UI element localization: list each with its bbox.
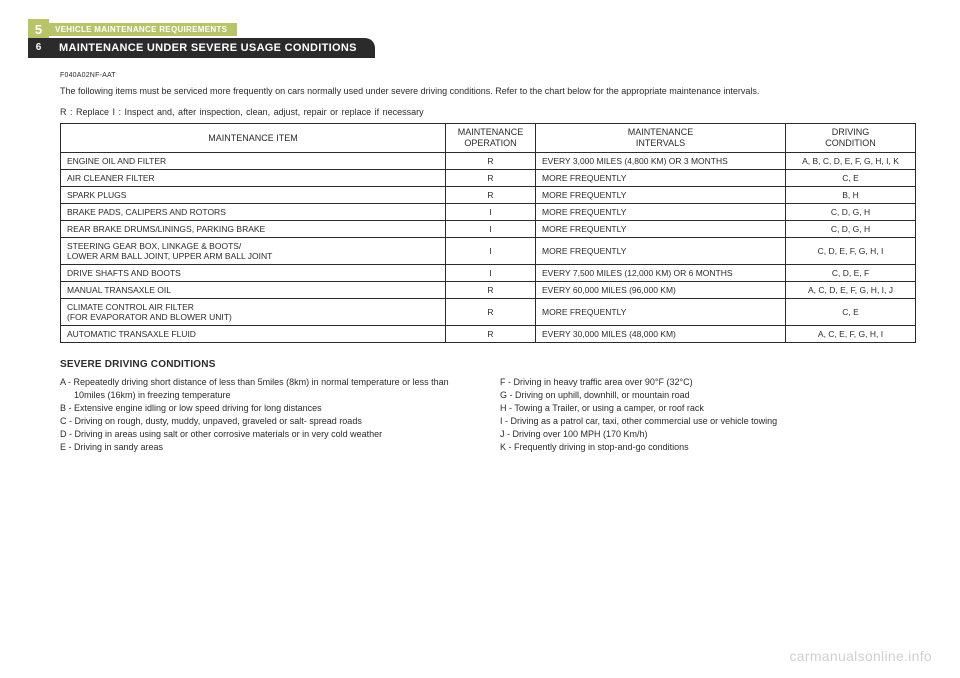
cell-operation: R [446, 152, 536, 169]
sdc-line: C - Driving on rough, dusty, muddy, unpa… [60, 415, 476, 428]
cell-item: REAR BRAKE DRUMS/LININGS, PARKING BRAKE [61, 220, 446, 237]
table-body: ENGINE OIL AND FILTERREVERY 3,000 MILES … [61, 152, 916, 342]
cell-item: SPARK PLUGS [61, 186, 446, 203]
section-title-tab: MAINTENANCE UNDER SEVERE USAGE CONDITION… [49, 38, 375, 58]
cell-condition: C, D, E, F [786, 264, 916, 281]
cell-condition: A, C, D, E, F, G, H, I, J [786, 281, 916, 298]
sdc-line: K - Frequently driving in stop-and-go co… [500, 441, 916, 454]
table-row: AIR CLEANER FILTERRMORE FREQUENTLYC, E [61, 169, 916, 186]
cell-item: MANUAL TRANSAXLE OIL [61, 281, 446, 298]
table-row: BRAKE PADS, CALIPERS AND ROTORSIMORE FRE… [61, 203, 916, 220]
maintenance-table: MAINTENANCE ITEM MAINTENANCEOPERATION MA… [60, 123, 916, 343]
table-header: MAINTENANCE ITEM MAINTENANCEOPERATION MA… [61, 124, 916, 153]
legend-text: R : Replace I : Inspect and, after inspe… [60, 107, 916, 117]
sdc-line: A - Repeatedly driving short distance of… [60, 376, 476, 402]
cell-interval: MORE FREQUENTLY [536, 298, 786, 325]
cell-interval: MORE FREQUENTLY [536, 237, 786, 264]
manual-page: 5 VEHICLE MAINTENANCE REQUIREMENTS 6 MAI… [0, 0, 960, 678]
cell-operation: I [446, 264, 536, 281]
intro-paragraph: The following items must be serviced mor… [60, 85, 916, 97]
sdc-line: E - Driving in sandy areas [60, 441, 476, 454]
sdc-line: I - Driving as a patrol car, taxi, other… [500, 415, 916, 428]
cell-condition: C, E [786, 298, 916, 325]
table-row: MANUAL TRANSAXLE OILREVERY 60,000 MILES … [61, 281, 916, 298]
severe-driving-conditions: SEVERE DRIVING CONDITIONS A - Repeatedly… [60, 359, 916, 454]
sdc-line: J - Driving over 100 MPH (170 Km/h) [500, 428, 916, 441]
cell-operation: I [446, 203, 536, 220]
chapter-number-box: 5 [28, 19, 49, 40]
cell-item: CLIMATE CONTROL AIR FILTER(FOR EVAPORATO… [61, 298, 446, 325]
sdc-line: D - Driving in areas using salt or other… [60, 428, 476, 441]
col-condition: DRIVINGCONDITION [786, 124, 916, 153]
page-content: F040A02NF-AAT The following items must b… [28, 58, 932, 454]
sdc-columns: A - Repeatedly driving short distance of… [60, 376, 916, 454]
cell-item: ENGINE OIL AND FILTER [61, 152, 446, 169]
sdc-left-column: A - Repeatedly driving short distance of… [60, 376, 476, 454]
table-row: CLIMATE CONTROL AIR FILTER(FOR EVAPORATO… [61, 298, 916, 325]
sdc-line: B - Extensive engine idling or low speed… [60, 402, 476, 415]
col-item: MAINTENANCE ITEM [61, 124, 446, 153]
cell-condition: A, B, C, D, E, F, G, H, I, K [786, 152, 916, 169]
cell-interval: EVERY 60,000 MILES (96,000 KM) [536, 281, 786, 298]
cell-interval: MORE FREQUENTLY [536, 169, 786, 186]
cell-interval: MORE FREQUENTLY [536, 186, 786, 203]
cell-interval: MORE FREQUENTLY [536, 220, 786, 237]
table-row: REAR BRAKE DRUMS/LININGS, PARKING BRAKEI… [61, 220, 916, 237]
chapter-title: VEHICLE MAINTENANCE REQUIREMENTS [49, 23, 237, 36]
cell-operation: R [446, 169, 536, 186]
sdc-title: SEVERE DRIVING CONDITIONS [60, 359, 916, 370]
document-code: F040A02NF-AAT [60, 72, 916, 79]
col-intervals: MAINTENANCEINTERVALS [536, 124, 786, 153]
cell-interval: MORE FREQUENTLY [536, 203, 786, 220]
cell-item: BRAKE PADS, CALIPERS AND ROTORS [61, 203, 446, 220]
cell-operation: R [446, 186, 536, 203]
sdc-line: H - Towing a Trailer, or using a camper,… [500, 402, 916, 415]
cell-item: DRIVE SHAFTS AND BOOTS [61, 264, 446, 281]
sdc-line: F - Driving in heavy traffic area over 9… [500, 376, 916, 389]
cell-operation: R [446, 281, 536, 298]
table-row: DRIVE SHAFTS AND BOOTSIEVERY 7,500 MILES… [61, 264, 916, 281]
cell-condition: B, H [786, 186, 916, 203]
cell-condition: A, C, E, F, G, H, I [786, 325, 916, 342]
cell-interval: EVERY 30,000 MILES (48,000 KM) [536, 325, 786, 342]
cell-item: AUTOMATIC TRANSAXLE FLUID [61, 325, 446, 342]
cell-condition: C, D, E, F, G, H, I [786, 237, 916, 264]
cell-operation: R [446, 298, 536, 325]
cell-item: AIR CLEANER FILTER [61, 169, 446, 186]
section-header: 6 MAINTENANCE UNDER SEVERE USAGE CONDITI… [28, 38, 932, 58]
table-row: AUTOMATIC TRANSAXLE FLUIDREVERY 30,000 M… [61, 325, 916, 342]
watermark-text: carmanualsonline.info [790, 648, 933, 664]
cell-interval: EVERY 7,500 MILES (12,000 KM) OR 6 MONTH… [536, 264, 786, 281]
cell-interval: EVERY 3,000 MILES (4,800 KM) OR 3 MONTHS [536, 152, 786, 169]
table-row: SPARK PLUGSRMORE FREQUENTLYB, H [61, 186, 916, 203]
cell-condition: C, E [786, 169, 916, 186]
chapter-header: 5 VEHICLE MAINTENANCE REQUIREMENTS [28, 20, 932, 38]
cell-condition: C, D, G, H [786, 220, 916, 237]
cell-operation: I [446, 220, 536, 237]
sdc-right-column: F - Driving in heavy traffic area over 9… [500, 376, 916, 454]
cell-condition: C, D, G, H [786, 203, 916, 220]
table-row: ENGINE OIL AND FILTERREVERY 3,000 MILES … [61, 152, 916, 169]
col-operation: MAINTENANCEOPERATION [446, 124, 536, 153]
cell-operation: I [446, 237, 536, 264]
page-number-box: 6 [28, 38, 49, 58]
cell-operation: R [446, 325, 536, 342]
sdc-line: G - Driving on uphill, downhill, or moun… [500, 389, 916, 402]
table-row: STEERING GEAR BOX, LINKAGE & BOOTS/LOWER… [61, 237, 916, 264]
cell-item: STEERING GEAR BOX, LINKAGE & BOOTS/LOWER… [61, 237, 446, 264]
